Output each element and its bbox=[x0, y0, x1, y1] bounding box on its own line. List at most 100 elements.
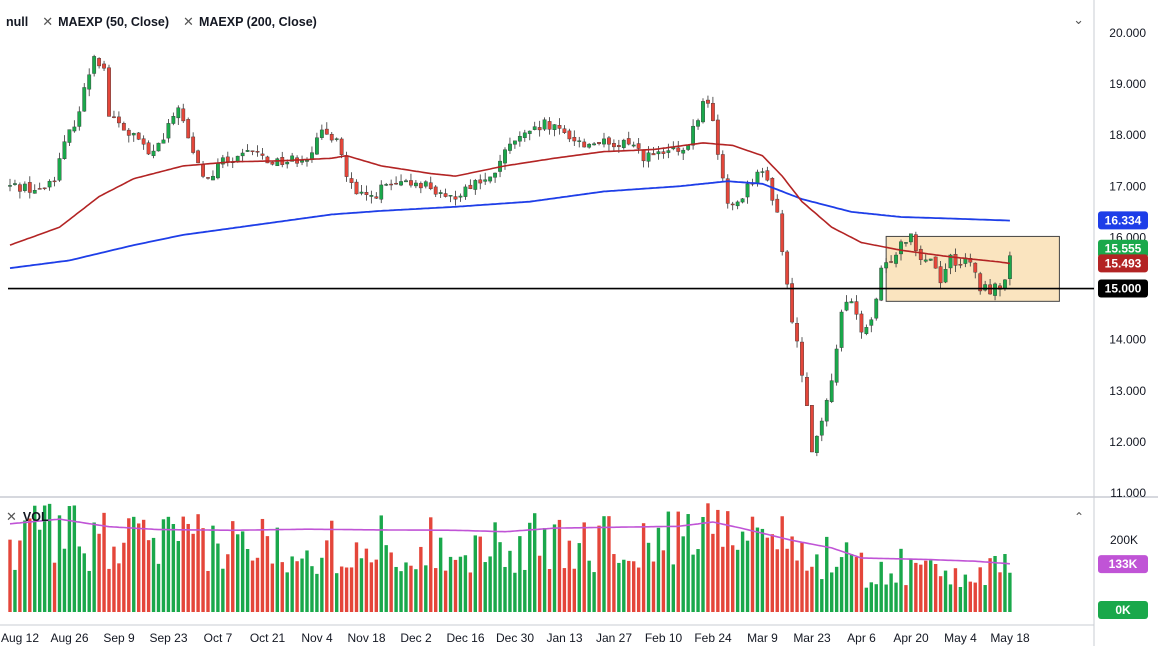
candle-body bbox=[765, 170, 770, 181]
volume-bar bbox=[735, 549, 740, 612]
legend-item-ema50[interactable]: ✕ MAEXP (50, Close) bbox=[42, 14, 169, 30]
volume-bar bbox=[28, 518, 32, 612]
candle-body bbox=[725, 178, 730, 204]
candle-body bbox=[92, 56, 97, 74]
candle bbox=[438, 189, 443, 198]
volume-bar bbox=[389, 552, 393, 612]
volume-bar bbox=[38, 529, 42, 612]
volume-bar bbox=[958, 586, 963, 612]
volume-bar bbox=[933, 563, 938, 612]
volume-bar bbox=[176, 540, 180, 612]
volume-bars bbox=[8, 503, 1012, 612]
candle-body bbox=[755, 171, 760, 184]
candle bbox=[92, 54, 97, 77]
candle-body bbox=[651, 153, 656, 156]
candle bbox=[988, 279, 993, 295]
volume-bar bbox=[221, 568, 225, 612]
chevron-up-icon[interactable]: ⌃ bbox=[1073, 510, 1084, 524]
close-icon[interactable]: ✕ bbox=[6, 509, 17, 524]
volume-bar bbox=[755, 527, 760, 612]
candle bbox=[547, 117, 552, 135]
chevron-down-icon[interactable]: ⌄ bbox=[1073, 12, 1084, 27]
volume-bar bbox=[671, 564, 675, 612]
legend-label-ema50: MAEXP (50, Close) bbox=[58, 15, 170, 29]
time-tick-label: Apr 20 bbox=[893, 631, 929, 645]
volume-bar bbox=[498, 542, 502, 612]
candle-body bbox=[315, 137, 319, 155]
candle bbox=[433, 185, 438, 198]
volume-bar bbox=[839, 557, 844, 612]
volume-bar bbox=[651, 561, 656, 612]
candle-body bbox=[27, 182, 32, 193]
candle bbox=[116, 111, 121, 128]
legend-item-ema200[interactable]: ✕ MAEXP (200, Close) bbox=[183, 14, 317, 30]
candle-body bbox=[918, 248, 923, 260]
candle-body bbox=[542, 119, 547, 130]
candle bbox=[879, 265, 884, 302]
candle bbox=[389, 179, 394, 191]
volume-bar bbox=[325, 540, 329, 612]
candle bbox=[522, 129, 527, 142]
volume-bar bbox=[245, 549, 250, 612]
volume-bar bbox=[889, 573, 893, 612]
candle bbox=[859, 310, 864, 339]
volume-bar bbox=[503, 566, 507, 612]
candle-body bbox=[329, 133, 334, 141]
candle bbox=[819, 417, 824, 442]
candle bbox=[537, 120, 542, 137]
time-tick-label: Feb 10 bbox=[645, 631, 683, 645]
candle-body bbox=[681, 149, 686, 154]
volume-bar bbox=[795, 560, 799, 612]
candle bbox=[958, 258, 963, 269]
candle bbox=[626, 131, 631, 146]
volume-bar bbox=[201, 528, 205, 612]
candle bbox=[810, 405, 814, 453]
volume-bar bbox=[508, 550, 512, 612]
candle bbox=[82, 83, 87, 112]
volume-bar bbox=[1003, 554, 1007, 612]
candle bbox=[730, 201, 735, 211]
volume-bar bbox=[567, 540, 572, 612]
candle bbox=[473, 178, 478, 195]
close-icon[interactable]: ✕ bbox=[42, 14, 54, 29]
candle-body bbox=[141, 138, 146, 145]
volume-bar bbox=[92, 522, 96, 612]
candle bbox=[577, 136, 582, 148]
close-icon[interactable]: ✕ bbox=[183, 14, 194, 29]
legend-item-symbol[interactable]: null bbox=[6, 15, 28, 29]
candle bbox=[933, 256, 938, 269]
candle-body bbox=[176, 107, 181, 119]
volume-bar bbox=[780, 516, 784, 612]
candle bbox=[928, 258, 933, 261]
volume-bar bbox=[542, 528, 547, 612]
candle-body bbox=[394, 182, 398, 185]
candle-body bbox=[399, 181, 403, 186]
candle bbox=[47, 179, 52, 191]
candle-body bbox=[854, 301, 859, 315]
volume-bar bbox=[394, 566, 398, 612]
consolidation-box bbox=[885, 235, 1060, 302]
volume-bar bbox=[438, 537, 443, 612]
candle-body bbox=[676, 147, 681, 152]
volume-bar bbox=[335, 573, 339, 612]
candle-body bbox=[344, 156, 349, 177]
candle-body bbox=[18, 184, 22, 192]
candle-body bbox=[72, 126, 77, 132]
candle-body bbox=[364, 192, 369, 195]
candle-body bbox=[443, 193, 448, 197]
candle-body bbox=[666, 150, 671, 153]
candle-body bbox=[186, 119, 191, 139]
candle-body bbox=[369, 195, 374, 197]
candle-body bbox=[478, 179, 483, 184]
volume-bar bbox=[953, 568, 958, 612]
volume-bar bbox=[577, 543, 581, 612]
volume-badge: 0K bbox=[1098, 601, 1148, 619]
candle-body bbox=[552, 124, 557, 130]
candle bbox=[270, 161, 275, 166]
volume-bar bbox=[661, 550, 666, 612]
candle-body bbox=[359, 191, 364, 194]
candle-body bbox=[47, 180, 52, 188]
candle-body bbox=[641, 149, 646, 162]
volume-bar bbox=[72, 505, 77, 612]
